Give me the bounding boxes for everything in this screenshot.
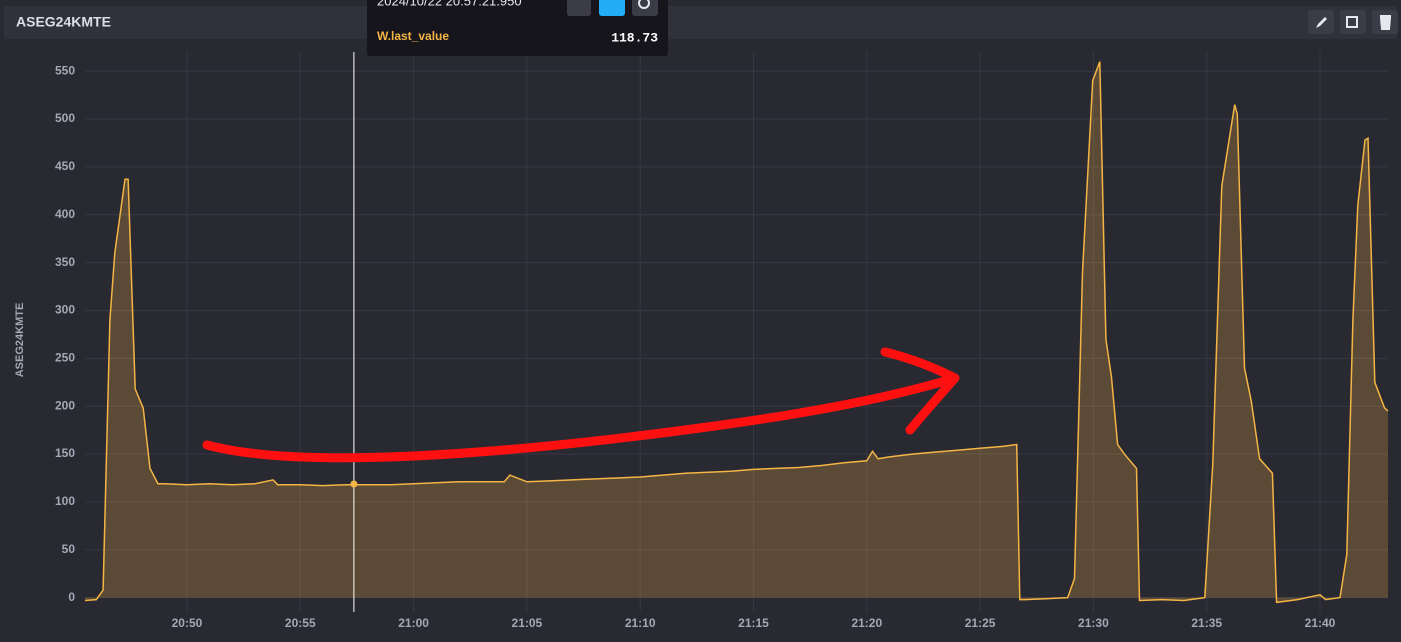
tooltip-time: 2024/10/22 20:57:21.950 — [377, 0, 522, 8]
edit-icon — [1316, 17, 1327, 28]
tooltip: 2024/10/22 20:57:21.950 W.last_value 118… — [367, 0, 668, 56]
y-tick-label: 300 — [55, 303, 75, 317]
y-tick-label: 550 — [55, 63, 75, 77]
line — [84, 61, 1389, 604]
y-tick-label: 250 — [55, 350, 75, 364]
x-tick-label: 21:00 — [398, 616, 429, 630]
x-tick-label: 21:25 — [965, 616, 996, 630]
sort-active-button[interactable] — [599, 0, 625, 16]
x-tick-label: 21:40 — [1305, 616, 1336, 630]
x-tick-label: 21:10 — [625, 616, 656, 630]
y-tick-label: 150 — [55, 446, 75, 460]
panel-header — [4, 6, 1397, 39]
x-tick-label: 21:35 — [1191, 616, 1222, 630]
tooltip-series: W.last_value — [377, 29, 449, 43]
x-tick-label: 21:05 — [512, 616, 543, 630]
cursor-point — [350, 480, 358, 488]
y-tick-label: 450 — [55, 159, 75, 173]
x-tick-label: 21:20 — [851, 616, 882, 630]
tooltip-box — [367, 0, 668, 56]
x-tick-label: 21:15 — [738, 616, 769, 630]
plot-area: 0 50 100 150 200 250 300 350 400 450 500 550 20:50 20… — [14, 52, 1389, 630]
panel-actions — [1308, 10, 1398, 34]
x-tick-label: 20:55 — [285, 616, 316, 630]
y-tick-label: 100 — [55, 494, 75, 508]
y-tick-label: 0 — [68, 590, 75, 604]
annotation-arrow — [202, 347, 960, 463]
delete-icon — [1379, 15, 1392, 30]
tooltip-value: 118.73 — [611, 30, 658, 45]
y-tick-label: 400 — [55, 207, 75, 221]
search-icon — [638, 0, 650, 9]
y-tick-label: 50 — [62, 542, 76, 556]
y-axis-label: ASEG24KMTE — [14, 303, 26, 378]
y-tick-label: 200 — [55, 398, 75, 412]
panel-title: ASEG24KMTE — [16, 14, 111, 30]
y-tick-label: 500 — [55, 111, 75, 125]
x-tick-label: 21:30 — [1078, 616, 1109, 630]
clone-icon — [1346, 16, 1358, 28]
x-tick-label: 20:50 — [172, 616, 203, 630]
clone-button[interactable] — [1340, 10, 1366, 34]
y-tick-label: 350 — [55, 255, 75, 269]
sort-button[interactable] — [567, 0, 591, 16]
area-fill — [85, 61, 1388, 603]
